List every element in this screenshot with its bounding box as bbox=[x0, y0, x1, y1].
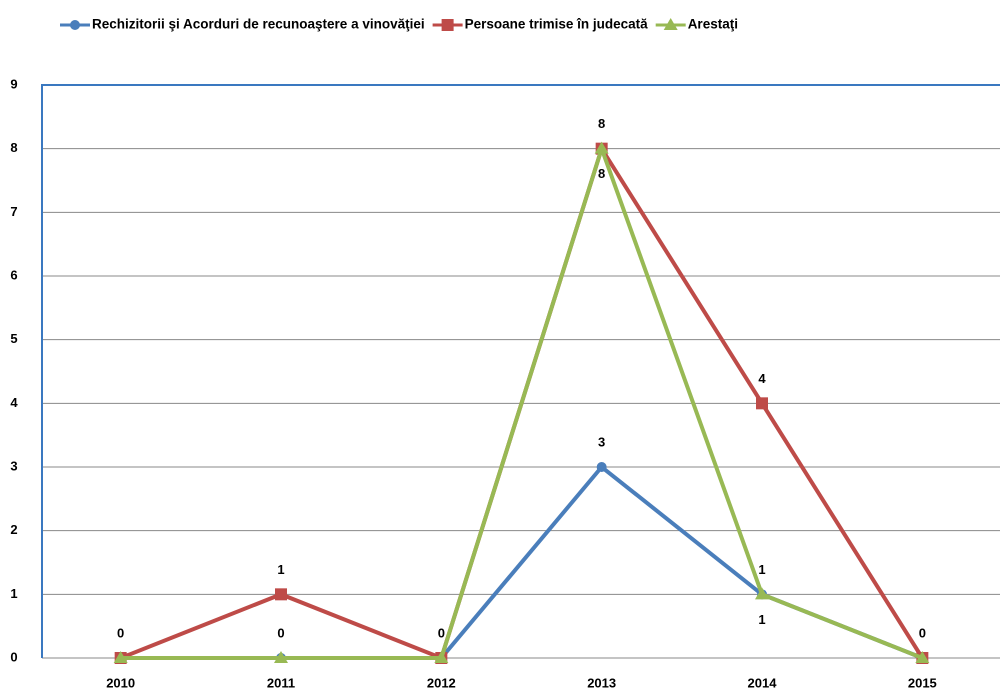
data-label: 1 bbox=[277, 562, 284, 577]
plot-border bbox=[41, 84, 1000, 658]
y-tick-label: 1 bbox=[10, 586, 17, 601]
legend-label: Persoane trimise în judecată bbox=[465, 17, 649, 32]
y-tick-label: 3 bbox=[10, 458, 17, 473]
y-tick-label: 0 bbox=[10, 649, 17, 664]
y-tick-label: 2 bbox=[10, 522, 17, 537]
data-label: 0 bbox=[117, 625, 124, 640]
series bbox=[113, 141, 930, 663]
marker bbox=[274, 651, 288, 663]
marker bbox=[663, 18, 678, 30]
data-label: 8 bbox=[598, 116, 605, 131]
y-tick-label: 7 bbox=[10, 204, 17, 219]
marker bbox=[915, 651, 930, 663]
legend-label: Arestaţi bbox=[688, 17, 738, 32]
y-tick-label: 8 bbox=[10, 140, 17, 155]
legend: Rechizitorii şi Acorduri de recunoaştere… bbox=[60, 17, 738, 32]
data-label: 0 bbox=[438, 625, 445, 640]
marker bbox=[756, 397, 768, 410]
marker bbox=[755, 587, 769, 600]
x-tick-label: 2015 bbox=[908, 675, 937, 690]
marker bbox=[434, 651, 449, 663]
marker bbox=[596, 462, 607, 472]
data-label: 8 bbox=[598, 166, 605, 181]
data-label: 4 bbox=[758, 371, 766, 386]
marker bbox=[594, 141, 609, 154]
marker bbox=[441, 19, 454, 31]
data-label: 3 bbox=[598, 434, 605, 449]
x-tick-label: 2010 bbox=[106, 675, 135, 690]
y-tick-label: 5 bbox=[10, 331, 17, 346]
marker bbox=[275, 588, 287, 601]
legend-label: Rechizitorii şi Acorduri de recunoaştere… bbox=[92, 17, 425, 32]
x-tick-label: 2011 bbox=[267, 675, 295, 690]
marker bbox=[70, 20, 80, 30]
x-tick-label: 2013 bbox=[587, 675, 616, 690]
series-line bbox=[120, 464, 924, 660]
x-tick-label: 2012 bbox=[427, 675, 456, 690]
y-tick-label: 6 bbox=[10, 267, 17, 282]
marker bbox=[113, 651, 128, 663]
series-line bbox=[120, 142, 924, 660]
data-label: 0 bbox=[919, 625, 926, 640]
data-label: 0 bbox=[277, 625, 284, 640]
y-tick-label: 4 bbox=[10, 395, 18, 410]
y-tick-label: 9 bbox=[10, 76, 17, 91]
data-label: 1 bbox=[758, 562, 765, 577]
data-label: 1 bbox=[758, 612, 765, 627]
x-tick-label: 2014 bbox=[748, 675, 778, 690]
series bbox=[115, 462, 928, 663]
